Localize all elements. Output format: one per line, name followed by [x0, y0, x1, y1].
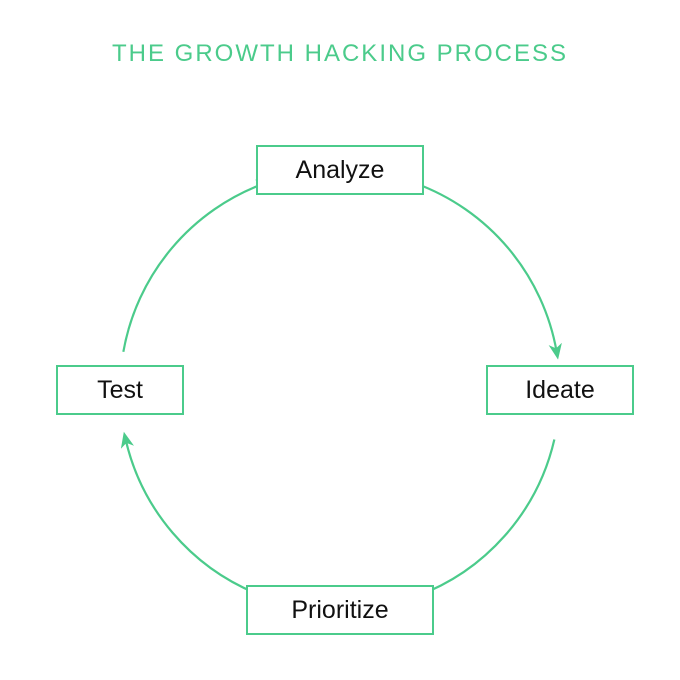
cycle-node-prioritize: Prioritize: [246, 585, 434, 635]
cycle-node-analyze: Analyze: [256, 145, 424, 195]
cycle-node-label: Ideate: [525, 376, 595, 405]
cycle-node-test: Test: [56, 365, 184, 415]
cycle-node-label: Analyze: [296, 156, 385, 185]
cycle-arc-3: [123, 183, 264, 352]
cycle-node-ideate: Ideate: [486, 365, 634, 415]
cycle-arcs: [0, 0, 680, 680]
cycle-node-label: Test: [97, 376, 143, 405]
cycle-arc-0: [415, 183, 556, 352]
cycle-arc-1: [415, 439, 554, 596]
cycle-node-label: Prioritize: [291, 596, 388, 625]
cycle-arc-2: [126, 439, 258, 593]
